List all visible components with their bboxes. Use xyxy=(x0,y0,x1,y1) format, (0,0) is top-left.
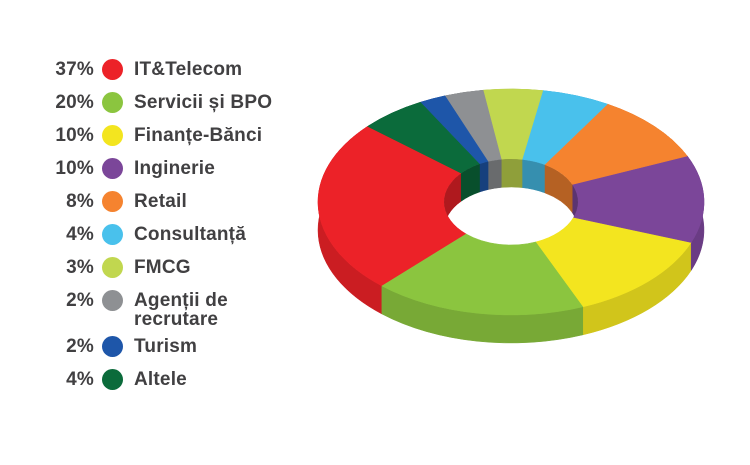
legend-item-turism: 2% Turism xyxy=(46,336,272,357)
legend-label: Finanțe-Bănci xyxy=(134,125,263,146)
legend-swatch-icon xyxy=(102,125,123,146)
legend-percent: 37% xyxy=(55,59,94,80)
legend-swatch-icon xyxy=(102,92,123,113)
legend-label: FMCG xyxy=(134,257,191,278)
legend-item-fmcg: 3% FMCG xyxy=(46,257,272,278)
legend-label: Retail xyxy=(134,191,187,212)
legend-swatch-icon xyxy=(102,336,123,357)
legend-item-inginerie: 10% Inginerie xyxy=(46,158,272,179)
legend-swatch-icon xyxy=(102,257,123,278)
legend-percent: 20% xyxy=(55,92,94,113)
legend-percent: 8% xyxy=(66,191,94,212)
legend-item-consultanta: 4% Consultanță xyxy=(46,224,272,245)
legend-label: Consultanță xyxy=(134,224,246,245)
slice-turism-inner xyxy=(479,161,489,193)
legend: 37% IT&Telecom 20% Servicii și BPO 10% F… xyxy=(46,59,273,403)
legend-item-finante-banci: 10% Finanțe-Bănci xyxy=(46,125,272,146)
slice-servicii-si-bpo xyxy=(381,233,584,316)
legend-label: Inginerie xyxy=(134,158,215,179)
slice-fmcg-inner xyxy=(501,159,523,188)
legend-item-agentii-de-recrutare: 2% Agenții de recrutare xyxy=(46,290,272,330)
slice-retail-inner xyxy=(544,164,573,214)
legend-swatch-icon xyxy=(102,224,123,245)
legend-percent: 4% xyxy=(66,224,94,245)
legend-percent: 4% xyxy=(66,369,94,390)
legend-swatch-icon xyxy=(102,369,123,390)
legend-label: Agenții de recrutare xyxy=(134,290,228,330)
legend-item-altele: 4% Altele xyxy=(46,369,272,390)
slice-altele-inner xyxy=(460,163,480,202)
slice-agentii-de-recrutare-inner xyxy=(487,159,502,190)
legend-swatch-icon xyxy=(102,59,123,80)
legend-label: IT&Telecom xyxy=(134,59,243,80)
legend-percent: 2% xyxy=(66,290,94,311)
slice-retail xyxy=(544,103,688,185)
donut-inner-walls xyxy=(444,159,578,231)
slice-consultanta-inner xyxy=(521,159,545,194)
legend-swatch-icon xyxy=(102,158,123,179)
legend-label: Turism xyxy=(134,336,198,357)
legend-percent: 10% xyxy=(55,125,94,146)
legend-item-retail: 8% Retail xyxy=(46,191,272,212)
legend-label: Altele xyxy=(134,369,187,390)
legend-percent: 2% xyxy=(66,336,94,357)
legend-swatch-icon xyxy=(102,290,123,311)
legend-percent: 10% xyxy=(55,158,94,179)
legend-label: Servicii și BPO xyxy=(134,92,273,113)
legend-percent: 3% xyxy=(66,257,94,278)
slice-finante-banci xyxy=(535,217,692,308)
donut-top-faces xyxy=(317,88,705,316)
legend-item-servicii-si-bpo: 20% Servicii și BPO xyxy=(46,92,273,113)
legend-swatch-icon xyxy=(102,191,123,212)
legend-item-it-telecom: 37% IT&Telecom xyxy=(46,59,272,80)
